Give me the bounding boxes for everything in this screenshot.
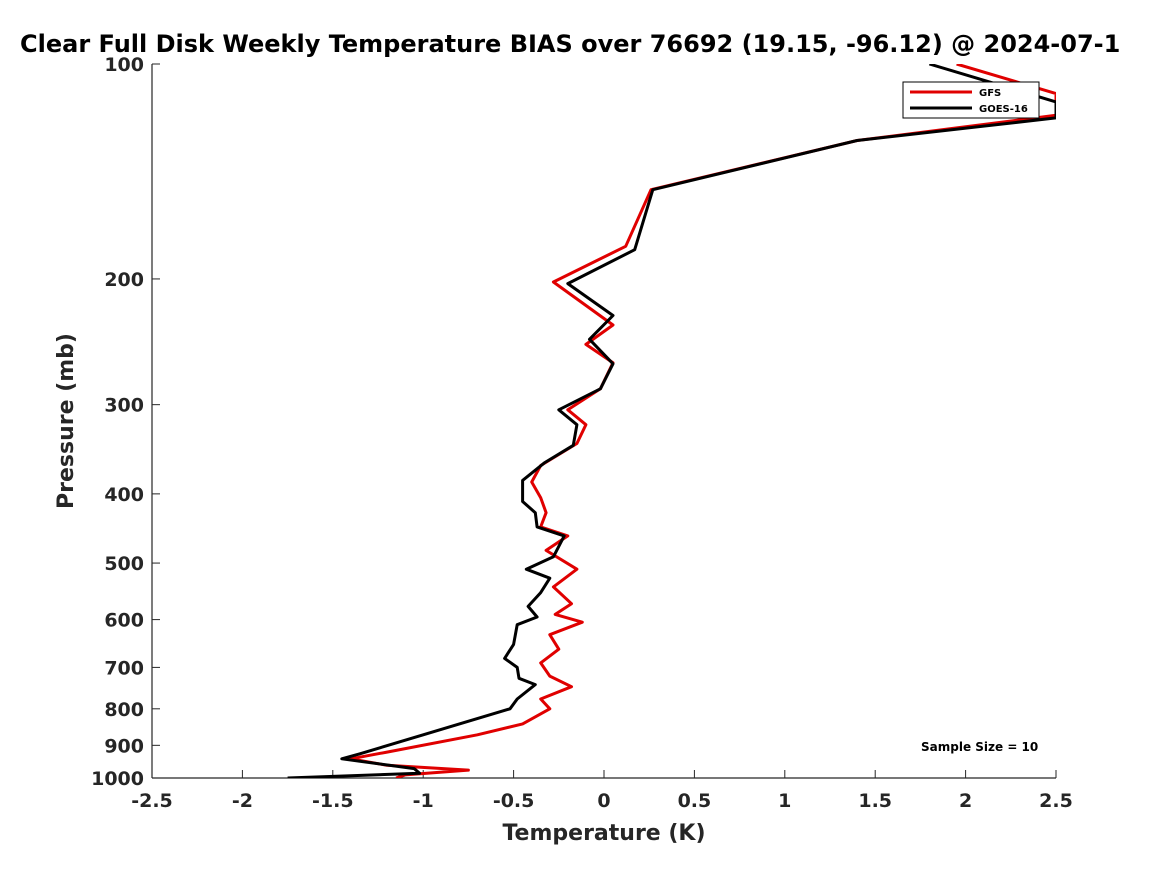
axes [151,64,1056,779]
y-tick-label: 800 [104,699,144,721]
x-tick-label: -0.5 [493,790,535,812]
sample-size-annotation: Sample Size = 10 [921,740,1038,754]
y-tick-label: 100 [104,54,144,76]
x-tick-label: 2.5 [1039,790,1073,812]
y-tick-label: 700 [104,657,144,679]
series-line-gfs [349,64,1056,778]
y-ticks: 100 200 300 400 500 600 700 800 900 1000 [91,54,160,790]
legend-box [902,81,1040,119]
series-line-goes-16 [287,64,1056,778]
x-tick-label: 0 [597,790,610,812]
x-tick-label: 1.5 [858,790,892,812]
x-tick-label: -2 [232,790,253,812]
x-tick-label: 2 [959,790,972,812]
series-layer [287,64,1056,778]
legend: GFS GOES-16 [902,81,1040,119]
y-tick-label: 300 [104,395,144,417]
y-tick-label: 1000 [91,768,144,790]
x-tick-label: 0.5 [678,790,712,812]
y-tick-label: 900 [104,735,144,757]
x-tick-label: -1.5 [312,790,354,812]
legend-label-goes16: GOES-16 [979,104,1028,115]
y-axis-label: Pressure (mb) [54,333,79,509]
legend-label-gfs: GFS [979,88,1001,99]
y-tick-label: 500 [104,553,144,575]
x-ticks: -2.5 -2 -1.5 -1 -0.5 0 0.5 1 1.5 2 2.5 [131,770,1073,812]
x-tick-label: 1 [778,790,791,812]
x-tick-label: -1 [413,790,434,812]
y-tick-label: 600 [104,610,144,632]
x-axis-label: Temperature (K) [502,821,705,846]
x-tick-label: -2.5 [131,790,173,812]
y-tick-label: 400 [104,484,144,506]
y-tick-label: 200 [104,269,144,291]
chart-title: Clear Full Disk Weekly Temperature BIAS … [20,30,1120,58]
